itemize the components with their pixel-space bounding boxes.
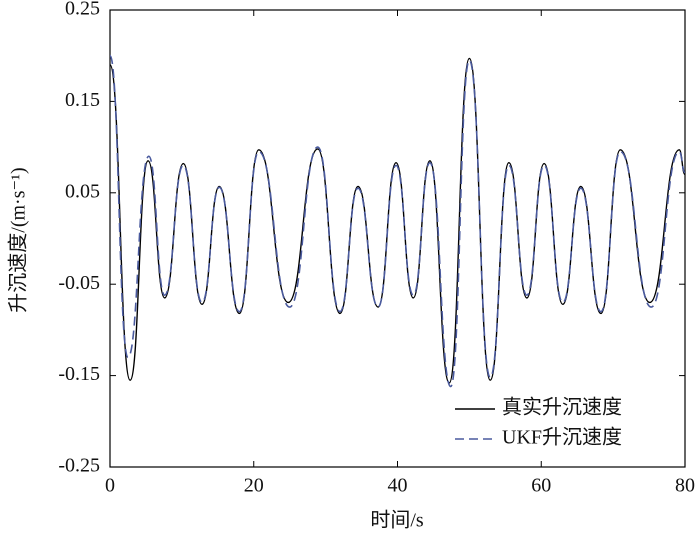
y-tick-label: -0.05 [58,272,100,294]
y-tick-label: -0.15 [58,363,100,385]
x-tick-label: 80 [675,475,695,497]
x-tick-label: 60 [531,475,551,497]
y-axis-label: 升沉速度/(m·s⁻¹) [7,167,30,312]
y-tick-label: 0.15 [65,89,100,111]
x-tick-label: 20 [244,475,264,497]
y-tick-label: -0.25 [58,455,100,477]
legend-label: UKF升沉速度 [502,426,622,449]
series-line [109,57,686,384]
x-tick-label: 0 [105,475,115,497]
y-tick-label: 0.05 [65,180,100,202]
y-tick-label: 0.25 [65,0,100,20]
x-axis-label: 时间/s [370,509,424,532]
x-tick-label: 40 [388,475,408,497]
legend-label: 真实升沉速度 [502,396,622,419]
series-line [109,54,686,388]
